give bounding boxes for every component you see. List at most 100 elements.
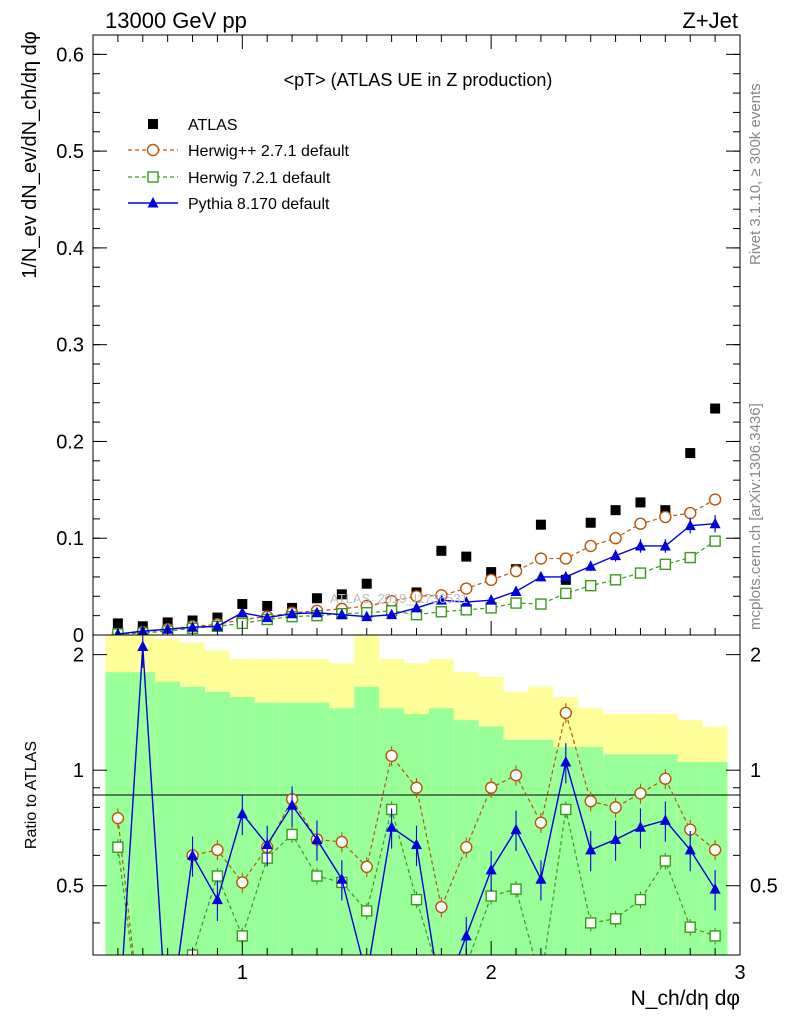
herwigpp-main-point	[634, 517, 647, 530]
pythia-ratio-point	[411, 838, 422, 850]
pythia-main-point	[535, 570, 547, 582]
legend: ATLAS Herwig++ 2.7.1 default Herwig 7.2.1 …	[128, 117, 350, 213]
herwig7-main-point	[560, 587, 572, 600]
band-green-bin	[677, 762, 703, 955]
pythia-ratio-point	[361, 971, 372, 982]
herwig7-main-point	[659, 558, 672, 571]
pythia-main-point	[634, 539, 646, 551]
herwigpp-ratio-point	[509, 769, 523, 782]
band-green-bin	[304, 702, 330, 955]
herwig7-ratio-point	[112, 841, 124, 853]
herwig7-ratio-point	[236, 930, 249, 942]
atlas-main-point	[436, 545, 447, 556]
main-y-tick-label: 0.4	[56, 238, 84, 260]
main-y-tick-label: 0.2	[56, 431, 84, 453]
herwig7-main-point	[584, 579, 597, 592]
herwigpp-main-point	[708, 493, 722, 506]
herwig7-legend-label: Herwig 7.2.1 default	[188, 170, 331, 187]
pythia-ratio-point	[436, 995, 447, 1006]
atlas-main-point	[635, 497, 646, 508]
pythia-ratio-point	[336, 873, 348, 884]
pythia-main-point	[411, 601, 422, 613]
ratio-x-tick-label: 3	[734, 962, 745, 984]
herwigpp-ratio-point	[435, 900, 448, 914]
pythia-main-point	[684, 519, 696, 531]
herwig7-ratio-point	[659, 855, 672, 867]
main-y-axis-title: 1/N_ev dN_ev/dN_ch/dη dφ	[19, 31, 41, 279]
band-green-bin	[279, 702, 305, 955]
band-green-bin	[404, 714, 429, 955]
atlas-main-point	[660, 505, 671, 516]
pythia-ratio-point	[386, 821, 398, 832]
atlas-main-point	[336, 589, 347, 600]
atlas-main-point	[262, 600, 273, 611]
pythia-main-point	[361, 610, 373, 622]
pythia-main-point	[386, 608, 398, 620]
atlas-main-point	[212, 612, 223, 623]
atlas-main-point	[112, 618, 123, 629]
atlas-legend-label: ATLAS	[188, 117, 238, 134]
herwigpp-main-point	[460, 582, 473, 595]
atlas-main-point	[535, 519, 546, 530]
pythia-main-point	[211, 620, 223, 631]
pythia-main-point	[435, 594, 447, 605]
pythia-ratio-point	[485, 863, 497, 875]
herwig7-ratio-point	[311, 870, 323, 882]
herwig7-ratio-point	[286, 828, 298, 841]
herwig7-ratio-point	[709, 930, 721, 942]
pythia-ratio-point	[460, 929, 472, 941]
atlas-main-point	[610, 505, 621, 516]
herwig7-ratio-point	[163, 977, 173, 987]
ratio-y-tick-label: 0.5	[56, 876, 84, 898]
herwigpp-ratio-point	[385, 749, 398, 763]
band-green-bin	[354, 686, 380, 955]
pythia-main-point	[510, 585, 522, 596]
atlas-main-point	[361, 578, 372, 589]
herwigpp-main-point	[410, 590, 423, 603]
herwig7-main-point	[510, 597, 522, 609]
herwigpp-ratio-point	[634, 787, 647, 800]
pythia-ratio-point	[211, 893, 223, 905]
atlas-main-point	[585, 517, 596, 528]
band-green-bin	[478, 726, 504, 955]
pythia-ratio-point	[187, 849, 199, 860]
pythia-main-point	[560, 570, 572, 582]
ratio-y-tick-label-right: 2	[750, 645, 761, 667]
herwigpp-main-point	[559, 552, 573, 565]
band-green-bin	[155, 681, 181, 955]
pythia-ratio-point	[585, 843, 597, 855]
herwig7-ratio-point	[609, 913, 622, 925]
atlas-main-point	[486, 567, 497, 578]
axes-group: 0 0.1 0.2 0.3 0.4 0.5 0.6 1 2 3 0.5 0.5 1 1 2 2	[56, 34, 778, 984]
ratio-x-tick-label: 1	[237, 962, 248, 984]
herwigpp-ratio-point	[584, 795, 597, 808]
herwig7-ratio-point	[560, 803, 572, 816]
herwigpp-main-point	[684, 506, 697, 520]
herwig7-ratio-point	[436, 977, 446, 987]
herwig7-ratio-point	[510, 883, 522, 895]
atlas-main-point	[685, 448, 696, 459]
herwigpp-ratio-point	[335, 835, 349, 849]
ratio-y-tick-label: 1	[73, 760, 84, 782]
ratio-y-axis-title: Ratio to ATLAS	[23, 741, 40, 849]
herwigpp-ratio-point	[460, 841, 473, 854]
pythia-ratio-point	[684, 843, 696, 855]
pythia-main-point	[261, 611, 273, 623]
pythia-legend-label: Pythia 8.170 default	[188, 196, 330, 213]
herwigpp-main-point	[534, 552, 548, 565]
band-green-bin	[528, 739, 554, 955]
herwig7-main-point	[535, 598, 547, 610]
chart-title: <pT> (ATLAS UE in Z production)	[284, 70, 553, 90]
herwig7-ratio-point	[211, 870, 224, 882]
herwig7-ratio-point	[584, 917, 597, 929]
watermark-label: ATLAS_2019_I1736531	[330, 591, 468, 606]
pythia-ratio-point	[709, 883, 721, 894]
herwig7-ratio-point	[361, 905, 373, 917]
pythia-main-point	[659, 539, 671, 551]
herwigpp-legend-label: Herwig++ 2.7.1 default	[188, 143, 350, 160]
pythia-main-point	[187, 621, 199, 632]
band-green-bin	[428, 708, 454, 955]
pythia-ratio-point	[311, 833, 323, 844]
herwig7-ratio-point	[410, 893, 423, 906]
pythia-main-point	[709, 517, 721, 529]
